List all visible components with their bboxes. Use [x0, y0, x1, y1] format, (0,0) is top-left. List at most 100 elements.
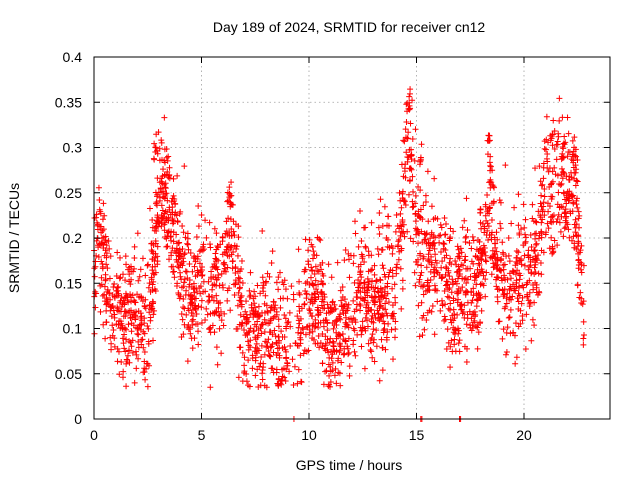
- data-point: [575, 215, 582, 222]
- data-point: [145, 325, 152, 332]
- data-point: [541, 185, 548, 192]
- data-point: [118, 359, 125, 366]
- data-point: [120, 368, 127, 375]
- data-point: [475, 260, 482, 267]
- data-point: [275, 323, 282, 330]
- data-point: [333, 348, 340, 355]
- data-point: [164, 243, 171, 250]
- data-point: [571, 221, 578, 228]
- data-point: [407, 165, 414, 172]
- data-point: [412, 192, 419, 199]
- data-point: [95, 253, 102, 260]
- data-point: [264, 343, 271, 350]
- data-point: [442, 220, 449, 227]
- data-point: [519, 294, 526, 301]
- data-point: [513, 277, 520, 284]
- data-point: [476, 261, 483, 268]
- data-point: [353, 294, 360, 301]
- data-point: [263, 339, 270, 346]
- data-point: [213, 230, 220, 237]
- data-point: [228, 243, 235, 250]
- data-point: [403, 149, 410, 156]
- data-point: [574, 178, 581, 185]
- data-point: [377, 277, 384, 284]
- data-point: [227, 307, 234, 314]
- x-tick-label: 5: [198, 427, 206, 443]
- data-point: [396, 236, 403, 243]
- data-point: [313, 286, 320, 293]
- data-point: [220, 322, 227, 329]
- data-point: [358, 343, 365, 350]
- data-point: [365, 340, 372, 347]
- data-point: [447, 307, 454, 314]
- data-point: [222, 230, 229, 237]
- data-point: [154, 243, 161, 250]
- data-point: [577, 247, 584, 254]
- data-point: [446, 273, 453, 280]
- data-point: [191, 289, 198, 296]
- data-point: [170, 229, 177, 236]
- data-point: [559, 114, 566, 121]
- data-point: [146, 280, 153, 287]
- data-point: [459, 284, 466, 291]
- data-point: [245, 329, 252, 336]
- data-point: [290, 296, 297, 303]
- data-point: [227, 200, 234, 207]
- data-point: [241, 368, 248, 375]
- data-point: [541, 193, 548, 200]
- data-point: [507, 275, 514, 282]
- data-point: [572, 182, 579, 189]
- y-tick-label: 0.15: [55, 275, 82, 291]
- data-point: [278, 377, 285, 384]
- data-point: [483, 232, 490, 239]
- data-point: [345, 335, 352, 342]
- data-point: [161, 181, 168, 188]
- data-point: [263, 384, 270, 391]
- data-point: [515, 298, 522, 305]
- data-point: [550, 218, 557, 225]
- data-point: [384, 280, 391, 287]
- data-point: [483, 258, 490, 265]
- data-point: [247, 325, 254, 332]
- data-point: [326, 354, 333, 361]
- data-point: [525, 266, 532, 273]
- data-point: [560, 233, 567, 240]
- data-point: [567, 208, 574, 215]
- data-point: [282, 346, 289, 353]
- data-point: [458, 249, 465, 256]
- data-point: [574, 204, 581, 211]
- data-point: [158, 139, 165, 146]
- data-point: [271, 327, 278, 334]
- data-point: [251, 311, 258, 318]
- data-point: [275, 333, 282, 340]
- y-tick-label: 0.35: [55, 94, 82, 110]
- data-point: [120, 271, 127, 278]
- data-point: [438, 264, 445, 271]
- data-point: [381, 271, 388, 278]
- data-point: [144, 383, 151, 390]
- data-point: [176, 295, 183, 302]
- data-point: [159, 156, 166, 163]
- data-point: [389, 285, 396, 292]
- data-point: [284, 362, 291, 369]
- data-point: [254, 366, 261, 373]
- data-point: [120, 374, 127, 381]
- data-point: [548, 132, 555, 139]
- data-point: [359, 327, 366, 334]
- data-point: [429, 240, 436, 247]
- data-point: [448, 289, 455, 296]
- data-point: [115, 348, 122, 355]
- data-point: [101, 298, 108, 305]
- data-point: [482, 201, 489, 208]
- data-point: [407, 120, 414, 127]
- data-point: [443, 278, 450, 285]
- data-point: [272, 333, 279, 340]
- data-point: [161, 210, 168, 217]
- data-point: [442, 301, 449, 308]
- data-point: [568, 191, 575, 198]
- data-point: [360, 224, 367, 231]
- data-point: [177, 261, 184, 268]
- data-point: [120, 313, 127, 320]
- data-point: [247, 269, 254, 276]
- data-point: [452, 257, 459, 264]
